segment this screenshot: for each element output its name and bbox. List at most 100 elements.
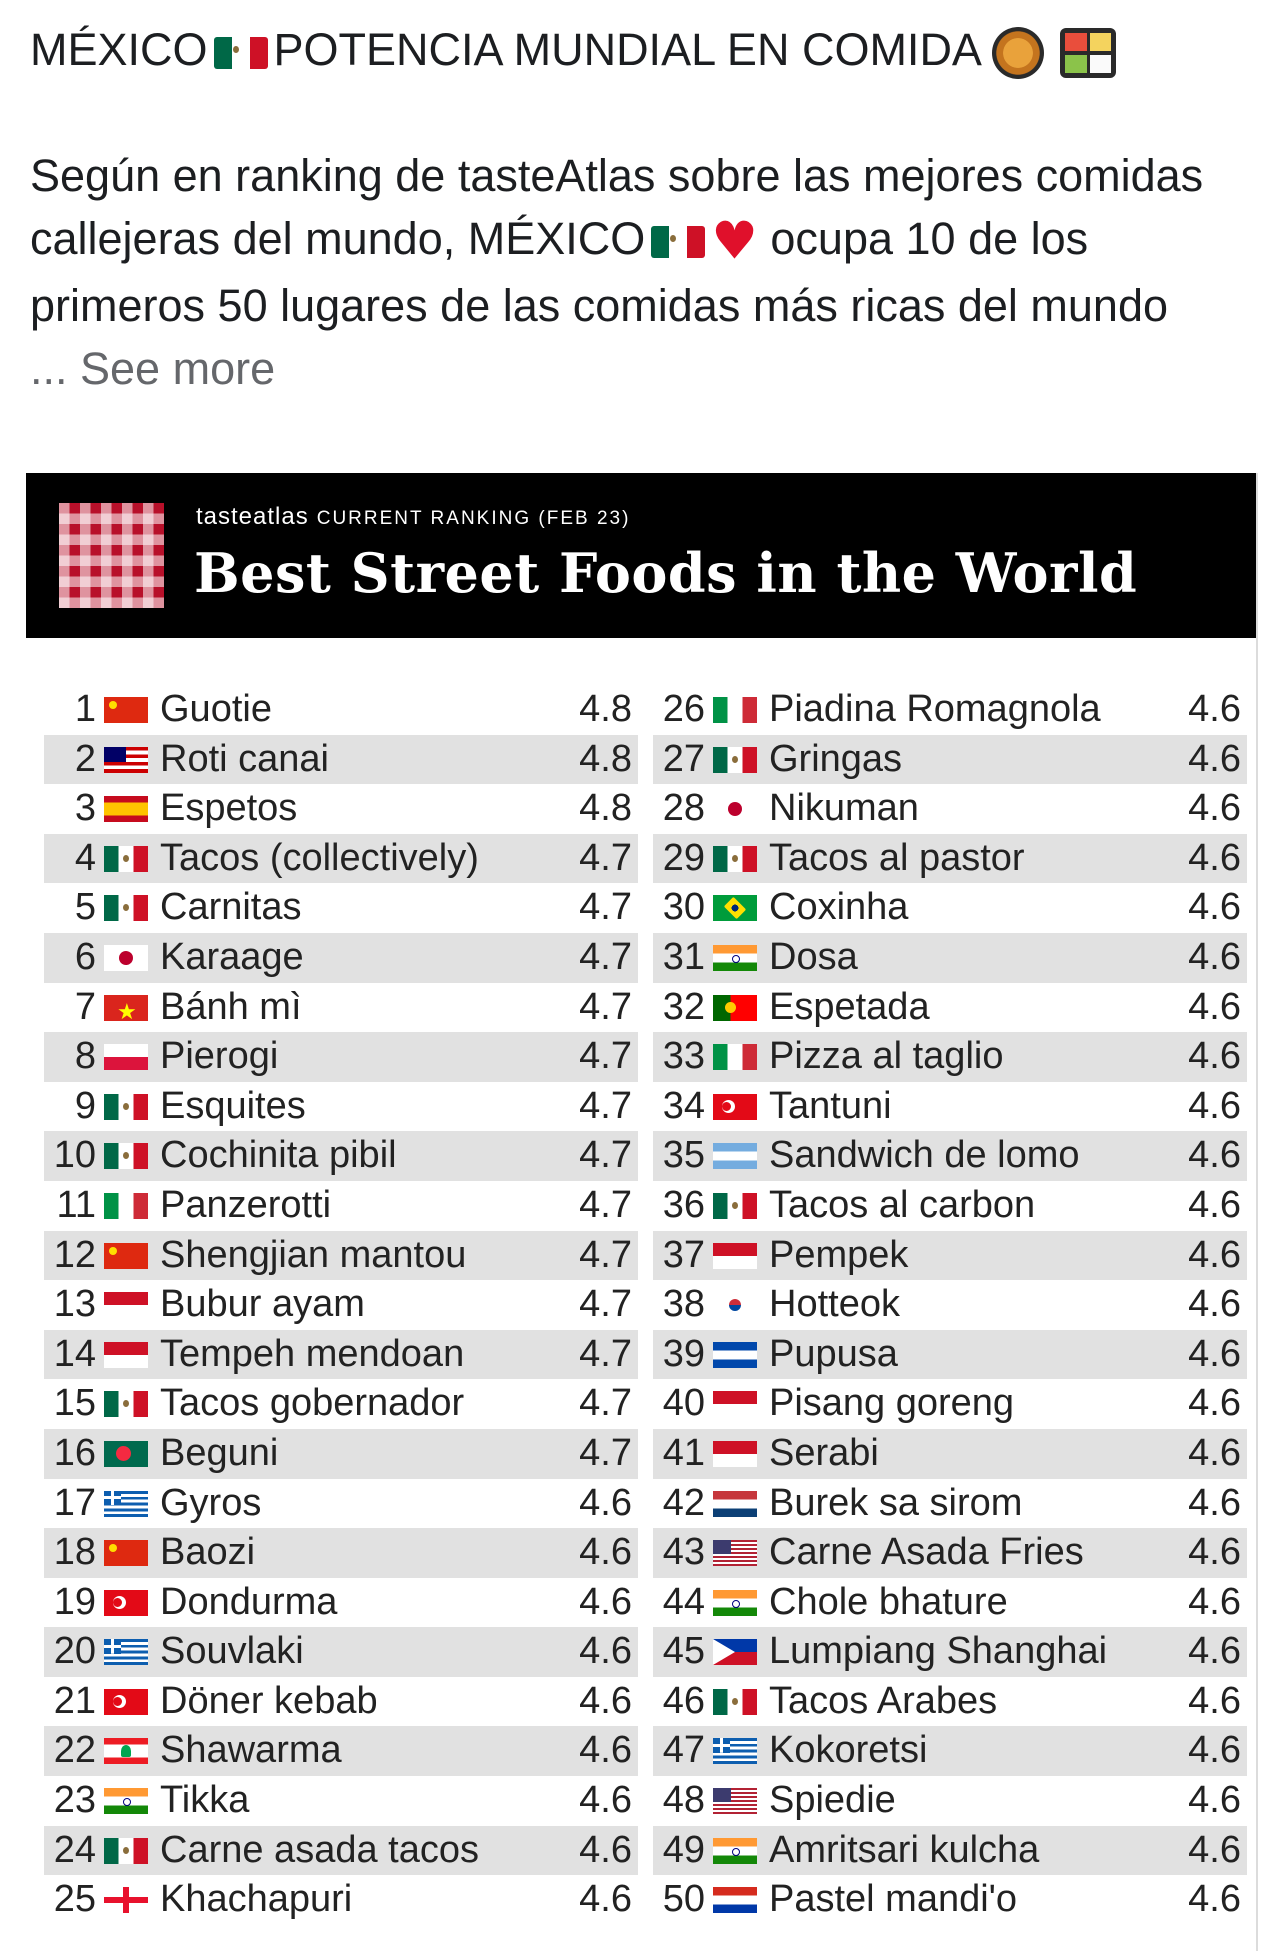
food-score: 4.6 — [579, 1630, 632, 1673]
see-more-link[interactable]: ... See more — [30, 342, 276, 394]
flag-pl-icon — [104, 1044, 148, 1071]
ranking-row: 22 Shawarma 4.6 — [44, 1726, 638, 1777]
ranking-row: 17 Gyros 4.6 — [44, 1479, 638, 1529]
food-score: 4.7 — [579, 1233, 632, 1276]
flag-gr-icon — [104, 1490, 148, 1517]
food-name: Chole bhature — [769, 1580, 1008, 1623]
food-score: 4.7 — [579, 985, 632, 1028]
food-score: 4.6 — [579, 1580, 632, 1623]
food-name: Serabi — [769, 1431, 879, 1474]
food-name: Tantuni — [769, 1084, 892, 1127]
ranking-row: 40 Pisang goreng 4.6 — [653, 1379, 1247, 1429]
flag-ar-icon — [713, 1143, 757, 1170]
ranking-row: 24 Carne asada tacos 4.6 — [44, 1825, 638, 1876]
food-score: 4.7 — [579, 1382, 632, 1425]
flag-mx-icon — [713, 1192, 757, 1219]
food-name: Gyros — [160, 1481, 262, 1524]
food-score: 4.6 — [579, 1679, 632, 1722]
rank-number: 17 — [53, 1481, 96, 1524]
rank-number: 34 — [662, 1084, 705, 1127]
ranking-row: 15 Tacos gobernador 4.7 — [44, 1379, 638, 1429]
rank-number: 30 — [662, 886, 705, 929]
food-score: 4.6 — [1188, 1580, 1241, 1623]
ranking-column-left: 1 Guotie 4.8 2 Roti canai 4.8 3 Espetos 4.8 4 Taco… — [44, 685, 638, 1925]
post-text: MÉXICO POTENCIA MUNDIAL EN COMIDA Según e… — [30, 18, 1250, 400]
ranking-row: 12 Shengjian mantou 4.7 — [44, 1230, 638, 1281]
food-name: Souvlaki — [160, 1630, 304, 1673]
flag-ge-icon — [104, 1887, 148, 1914]
food-score: 4.6 — [579, 1729, 632, 1772]
ranking-row: 34 Tantuni 4.6 — [653, 1082, 1247, 1132]
banner-title: Best Street Foods in the World — [194, 541, 1138, 605]
rank-number: 7 — [74, 985, 96, 1028]
rank-number: 46 — [662, 1679, 705, 1722]
food-score: 4.6 — [1188, 1084, 1241, 1127]
rank-number: 15 — [53, 1382, 96, 1425]
flag-id-icon — [104, 1292, 148, 1319]
rank-number: 5 — [74, 886, 96, 929]
ranking-row: 10 Cochinita pibil 4.7 — [44, 1131, 638, 1181]
food-name: Espetada — [769, 985, 930, 1028]
ranking-image[interactable]: tasteatlas CURRENT RANKING (FEB 23) Best … — [26, 473, 1258, 1951]
ranking-row: 31 Dosa 4.6 — [653, 932, 1247, 983]
food-score: 4.8 — [579, 688, 632, 730]
flag-bd-icon — [104, 1440, 148, 1467]
ranking-row: 28 Nikuman 4.6 — [653, 784, 1247, 834]
food-score: 4.7 — [579, 1035, 632, 1078]
food-name: Tikka — [160, 1779, 250, 1822]
food-name: Carne Asada Fries — [769, 1531, 1084, 1574]
ranking-row: 44 Chole bhature 4.6 — [653, 1578, 1247, 1628]
ranking-row: 45 Lumpiang Shanghai 4.6 — [653, 1627, 1247, 1677]
food-score: 4.6 — [1188, 1729, 1241, 1772]
ranking-row: 2 Roti canai 4.8 — [44, 734, 638, 785]
flag-mx-icon — [104, 845, 148, 872]
flag-cn-icon — [104, 697, 148, 723]
rank-number: 14 — [53, 1332, 96, 1375]
rank-number: 6 — [74, 935, 96, 978]
flag-mx-icon — [104, 895, 148, 922]
food-name: Carne asada tacos — [160, 1828, 479, 1871]
rank-number: 10 — [53, 1134, 96, 1177]
rank-number: 36 — [662, 1183, 705, 1226]
flag-in-icon — [104, 1788, 148, 1815]
flag-cn-icon — [104, 1242, 148, 1269]
food-score: 4.7 — [579, 1332, 632, 1375]
rank-number: 21 — [53, 1679, 96, 1722]
ranking-row: 21 Döner kebab 4.6 — [44, 1677, 638, 1727]
food-name: Shawarma — [160, 1729, 342, 1772]
ranking-row: 26 Piadina Romagnola 4.6 — [653, 685, 1247, 735]
ranking-row: 13 Bubur ayam 4.7 — [44, 1280, 638, 1330]
post-title-rest: POTENCIA MUNDIAL EN COMIDA — [273, 24, 982, 75]
food-score: 4.6 — [1188, 1828, 1241, 1871]
ranking-row: 38 Hotteok 4.6 — [653, 1280, 1247, 1330]
rank-number: 32 — [662, 985, 705, 1028]
flag-ph-icon — [713, 1639, 757, 1666]
ranking-row: 37 Pempek 4.6 — [653, 1230, 1247, 1281]
food-name: Sandwich de lomo — [769, 1134, 1080, 1177]
food-name: Burek sa sirom — [769, 1481, 1023, 1524]
ranking-row: 11 Panzerotti 4.7 — [44, 1181, 638, 1231]
ranking-row: 19 Dondurma 4.6 — [44, 1578, 638, 1628]
food-name: Bánh mì — [160, 985, 302, 1028]
flag-it-icon — [104, 1192, 148, 1219]
rank-number: 2 — [74, 737, 96, 780]
rank-number: 9 — [74, 1084, 96, 1127]
ranking-row: 1 Guotie 4.8 — [44, 685, 638, 735]
rank-number: 23 — [53, 1779, 96, 1822]
rank-number: 35 — [662, 1134, 705, 1177]
food-name: Tacos Arabes — [769, 1679, 998, 1722]
ranking-table: 1 Guotie 4.8 2 Roti canai 4.8 3 Espetos 4.8 4 Taco… — [44, 685, 1254, 1935]
red-heart-icon: ♥ — [711, 211, 758, 272]
ranking-row: 6 Karaage 4.7 — [44, 932, 638, 983]
food-name: Tacos al pastor — [769, 836, 1025, 879]
food-name: Shengjian mantou — [160, 1233, 467, 1276]
food-score: 4.6 — [579, 1531, 632, 1574]
food-name: Kokoretsi — [769, 1729, 928, 1772]
food-name: Khachapuri — [160, 1878, 353, 1921]
rank-number: 31 — [662, 935, 705, 978]
red-checker-logo-icon — [59, 503, 164, 608]
food-score: 4.6 — [1188, 886, 1241, 929]
flag-sv-icon — [713, 1341, 757, 1368]
rank-number: 13 — [53, 1283, 96, 1326]
food-score: 4.6 — [579, 1828, 632, 1871]
